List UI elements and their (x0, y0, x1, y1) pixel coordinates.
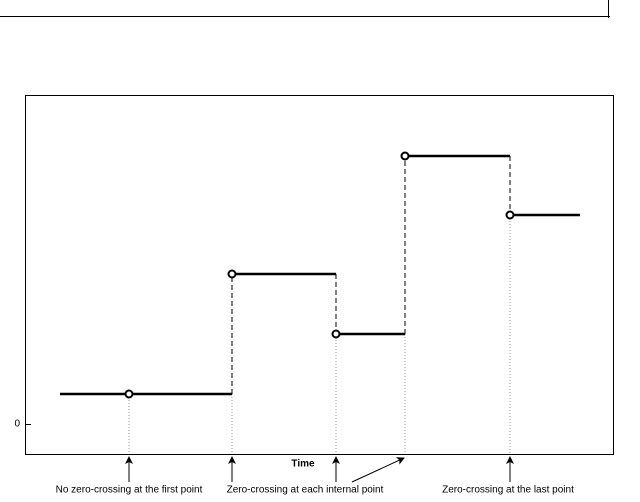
annotation: Zero-crossing at each internal point (227, 485, 384, 496)
point (331, 329, 341, 339)
point (400, 151, 410, 161)
arrows (125, 456, 514, 483)
steps (60, 154, 580, 396)
point (505, 210, 515, 220)
x-axis-label: Time (291, 459, 315, 470)
jumps (231, 156, 511, 394)
point (227, 269, 237, 279)
points (124, 151, 515, 399)
point (124, 389, 134, 399)
annotation: Zero-crossing at the last point (442, 485, 574, 496)
arrow (351, 457, 405, 483)
axes-frame (25, 95, 614, 455)
y-tick-label: 0 (14, 419, 20, 430)
guides (128, 215, 511, 454)
annotation: No zero-crossing at the first point (56, 485, 203, 496)
